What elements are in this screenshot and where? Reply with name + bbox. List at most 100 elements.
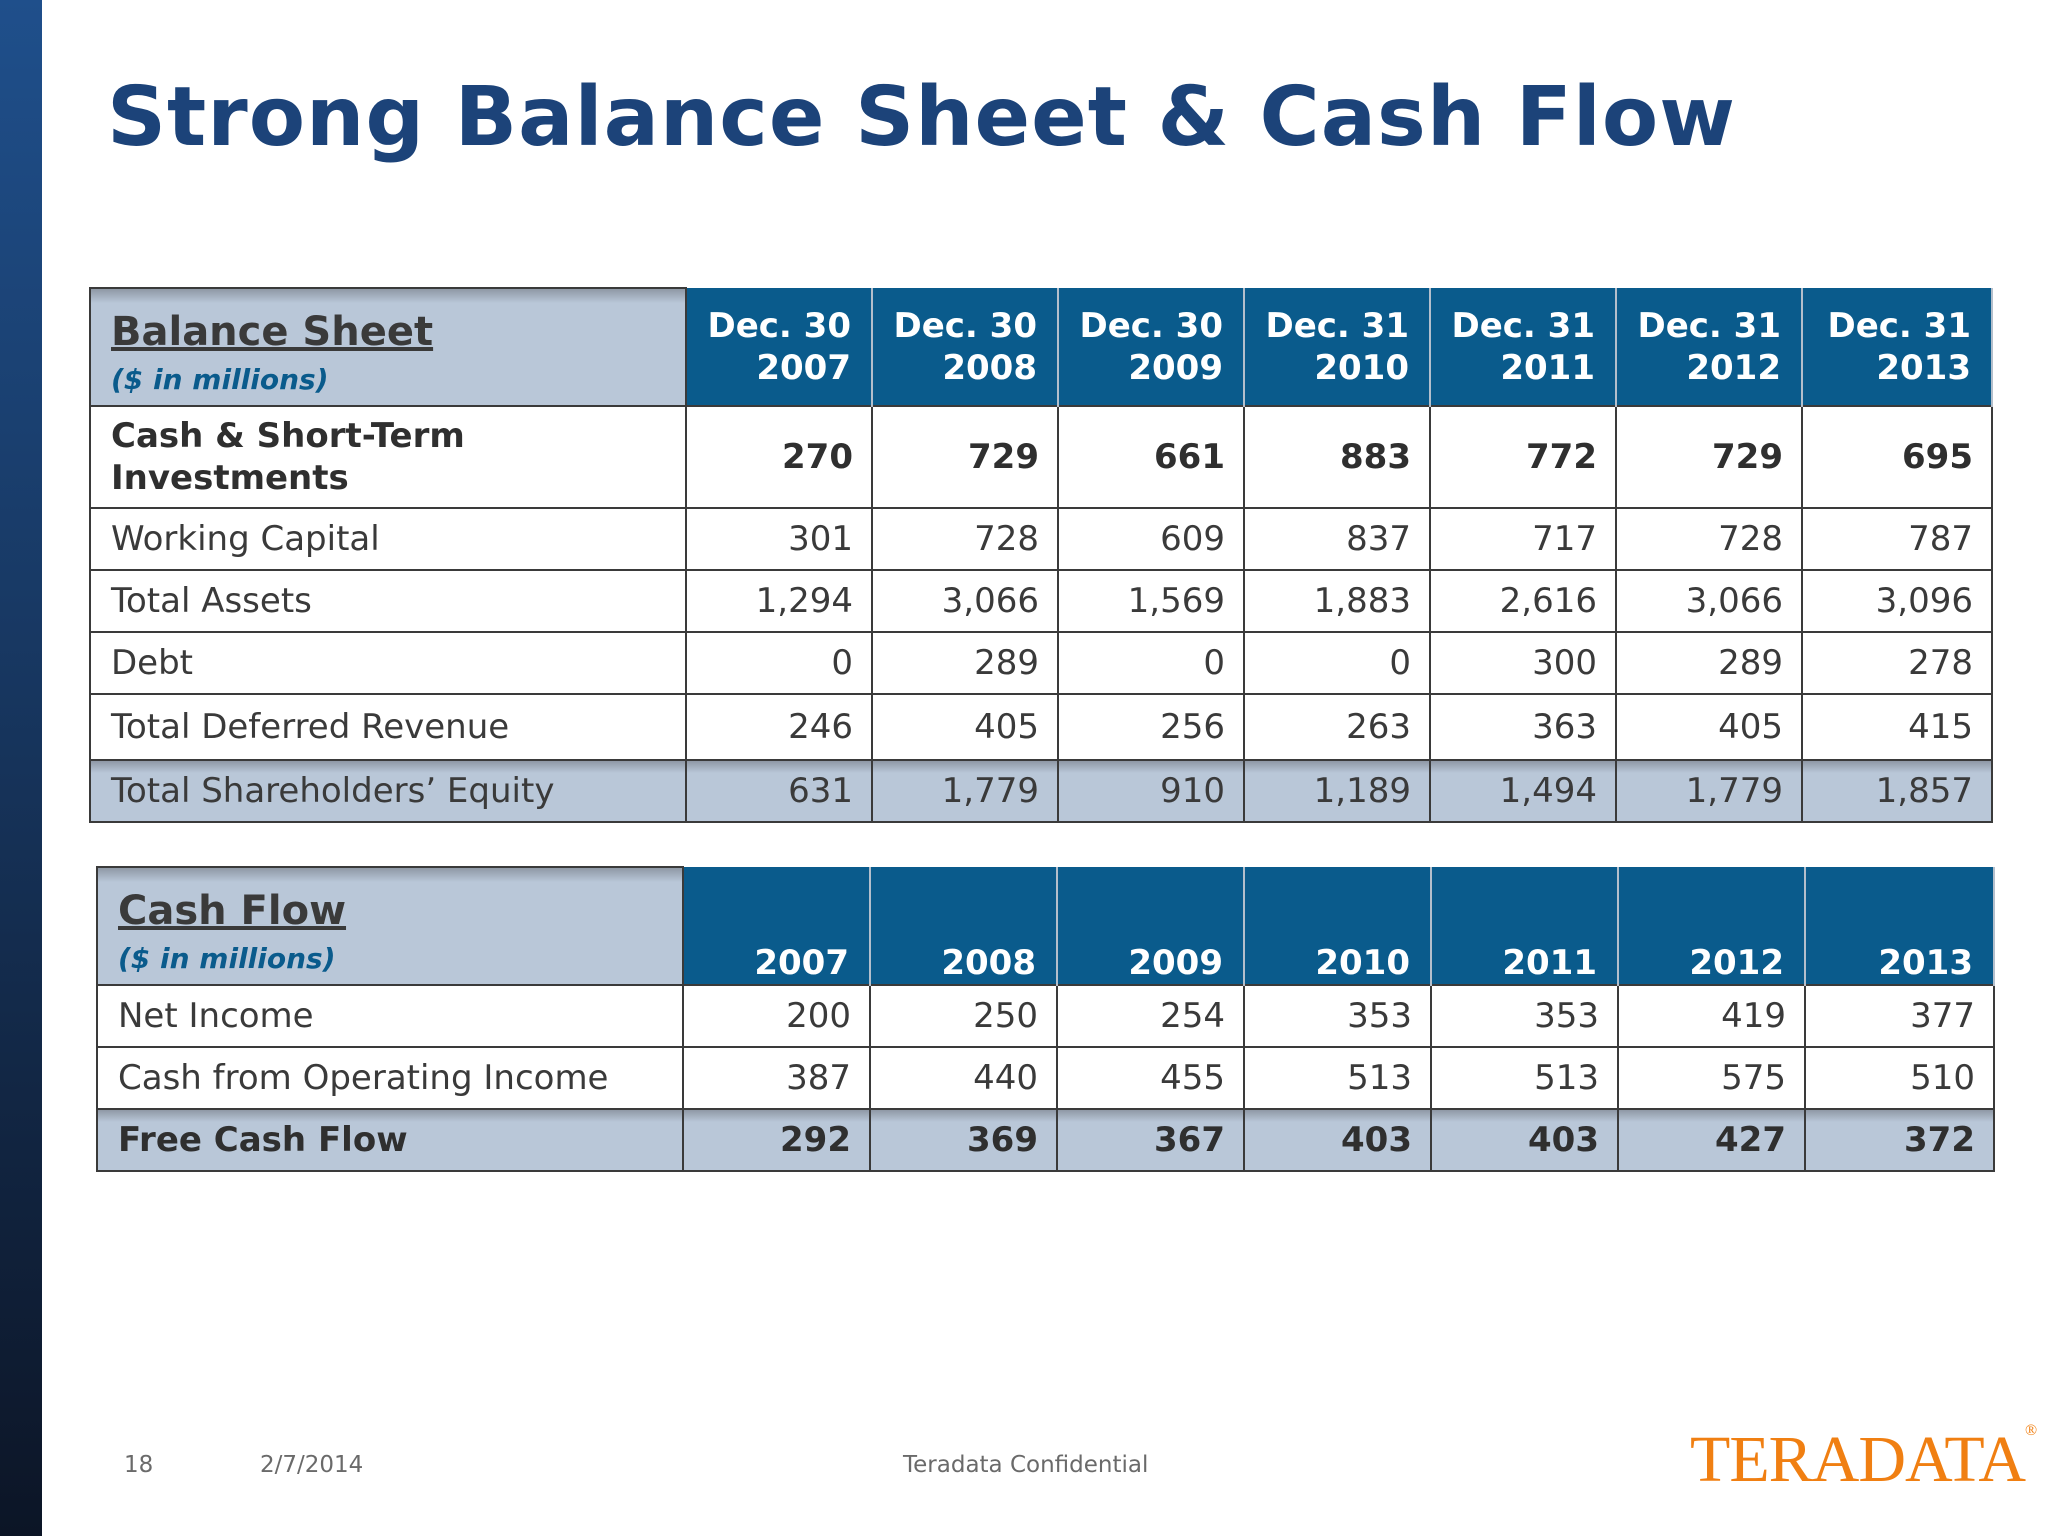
registered-mark: ® — [2025, 1422, 2037, 1439]
table-cell: 377 — [1804, 984, 1995, 1048]
row-label: Working Capital — [89, 507, 687, 571]
table-cell: 427 — [1617, 1108, 1806, 1172]
row-label: Debt — [89, 631, 687, 695]
column-header: 2009 — [1056, 867, 1245, 985]
table-cell: 695 — [1801, 405, 1993, 509]
table-cell: 372 — [1804, 1108, 1995, 1172]
table-cell: 270 — [685, 405, 873, 509]
row-label: Cash & Short-Term Investments — [89, 405, 687, 509]
table-cell: 415 — [1801, 693, 1993, 761]
table-cell: 455 — [1056, 1046, 1245, 1110]
table-row: Cash & Short-Term Investments 270 729 661… — [89, 405, 1993, 509]
table-cell: 661 — [1057, 405, 1245, 509]
table-cell: 729 — [1615, 405, 1803, 509]
table-cell: 363 — [1429, 693, 1617, 761]
page-number: 18 — [124, 1452, 154, 1478]
table-cell: 440 — [869, 1046, 1058, 1110]
table-cell: 1,857 — [1801, 759, 1993, 823]
table-cell: 1,883 — [1243, 569, 1431, 633]
table-cell: 0 — [1243, 631, 1431, 695]
table-cell: 1,779 — [1615, 759, 1803, 823]
table-cell: 289 — [1615, 631, 1803, 695]
table-cell: 837 — [1243, 507, 1431, 571]
table-cell: 787 — [1801, 507, 1993, 571]
table-cell: 289 — [871, 631, 1059, 695]
cash-flow-title: Cash Flow — [118, 888, 347, 934]
table-cell: 2,616 — [1429, 569, 1617, 633]
table-cell: 1,494 — [1429, 759, 1617, 823]
table-cell: 369 — [869, 1108, 1058, 1172]
row-label: Total Deferred Revenue — [89, 693, 687, 761]
table-row: Total Deferred Revenue 246 405 256 263 3… — [89, 693, 1993, 761]
table-cell: 0 — [685, 631, 873, 695]
table-cell: 405 — [1615, 693, 1803, 761]
column-header: 2013 — [1804, 867, 1995, 985]
row-label: Free Cash Flow — [96, 1108, 684, 1172]
table-cell: 728 — [871, 507, 1059, 571]
table-cell: 405 — [871, 693, 1059, 761]
column-header: Dec. 30 2009 — [1057, 288, 1245, 406]
column-header: Dec. 31 2013 — [1801, 288, 1993, 406]
table-cell: 0 — [1057, 631, 1245, 695]
table-cell: 1,779 — [871, 759, 1059, 823]
table-cell: 513 — [1243, 1046, 1432, 1110]
table-cell: 367 — [1056, 1108, 1245, 1172]
table-cell: 403 — [1243, 1108, 1432, 1172]
table-cell: 403 — [1430, 1108, 1619, 1172]
balance-sheet-header-row: Balance Sheet ($ in millions) Dec. 30 200… — [89, 287, 1993, 407]
table-row: Working Capital 301 728 609 837 717 728 … — [89, 507, 1993, 571]
table-cell: 717 — [1429, 507, 1617, 571]
row-label: Cash from Operating Income — [96, 1046, 684, 1110]
table-row: Debt 0 289 0 0 300 289 278 — [89, 631, 1993, 695]
cash-flow-subtitle: ($ in millions) — [118, 942, 336, 975]
left-accent-bar — [0, 0, 42, 1536]
table-cell: 353 — [1430, 984, 1619, 1048]
footer-date: 2/7/2014 — [260, 1452, 364, 1478]
table-cell: 3,066 — [1615, 569, 1803, 633]
table-cell: 729 — [871, 405, 1059, 509]
table-row-total: Total Shareholders’ Equity 631 1,779 910… — [89, 759, 1993, 823]
table-cell: 910 — [1057, 759, 1245, 823]
cash-flow-header-label: Cash Flow ($ in millions) — [96, 866, 684, 986]
table-cell: 419 — [1617, 984, 1806, 1048]
column-header: 2007 — [682, 867, 871, 985]
balance-sheet-title: Balance Sheet — [111, 309, 434, 355]
table-cell: 200 — [682, 984, 871, 1048]
row-label: Total Shareholders’ Equity — [89, 759, 687, 823]
table-cell: 250 — [869, 984, 1058, 1048]
table-cell: 513 — [1430, 1046, 1619, 1110]
slide-title: Strong Balance Sheet & Cash Flow — [107, 70, 1736, 165]
table-cell: 301 — [685, 507, 873, 571]
column-header: Dec. 30 2007 — [685, 288, 873, 406]
footer-confidential: Teradata Confidential — [903, 1452, 1149, 1478]
column-header: 2011 — [1430, 867, 1619, 985]
column-header: Dec. 30 2008 — [871, 288, 1059, 406]
teradata-logo: TERADATA® — [1690, 1422, 2037, 1498]
column-header: Dec. 31 2011 — [1429, 288, 1617, 406]
cash-flow-header-row: Cash Flow ($ in millions) 2007 2008 2009… — [96, 866, 1995, 986]
table-cell: 278 — [1801, 631, 1993, 695]
table-cell: 246 — [685, 693, 873, 761]
table-row: Cash from Operating Income 387 440 455 5… — [96, 1046, 1995, 1110]
table-cell: 728 — [1615, 507, 1803, 571]
column-header: 2012 — [1617, 867, 1806, 985]
balance-sheet-table: Balance Sheet ($ in millions) Dec. 30 200… — [89, 287, 1993, 823]
table-cell: 772 — [1429, 405, 1617, 509]
cash-flow-table: Cash Flow ($ in millions) 2007 2008 2009… — [96, 866, 1995, 1172]
table-cell: 300 — [1429, 631, 1617, 695]
table-cell: 1,189 — [1243, 759, 1431, 823]
table-cell: 1,294 — [685, 569, 873, 633]
row-label: Total Assets — [89, 569, 687, 633]
table-cell: 575 — [1617, 1046, 1806, 1110]
table-cell: 353 — [1243, 984, 1432, 1048]
table-cell: 631 — [685, 759, 873, 823]
row-label: Net Income — [96, 984, 684, 1048]
table-row-total: Free Cash Flow 292 369 367 403 403 427 3… — [96, 1108, 1995, 1172]
balance-sheet-header-label: Balance Sheet ($ in millions) — [89, 287, 687, 407]
column-header: Dec. 31 2012 — [1615, 288, 1803, 406]
table-row: Total Assets 1,294 3,066 1,569 1,883 2,6… — [89, 569, 1993, 633]
table-cell: 256 — [1057, 693, 1245, 761]
table-cell: 263 — [1243, 693, 1431, 761]
table-cell: 510 — [1804, 1046, 1995, 1110]
table-cell: 387 — [682, 1046, 871, 1110]
